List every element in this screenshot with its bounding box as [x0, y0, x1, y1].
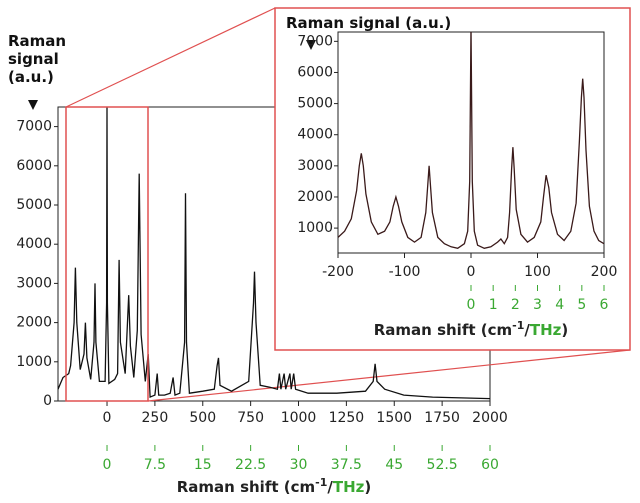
inset-box [274, 7, 631, 351]
y-tick-label: 3000 [16, 275, 52, 291]
x-tick-label: 200 [591, 264, 618, 280]
x-axis-label-part: -1 [315, 476, 327, 489]
y-tick-label: 5000 [16, 197, 52, 213]
x-tick-label: 100 [524, 264, 551, 280]
zoom-region [65, 106, 149, 402]
y-axis-label: Raman signal (a.u.) [286, 14, 452, 32]
x-tick-label: -200 [322, 264, 354, 280]
x-tick-label: 0 [103, 410, 112, 426]
x-tick-label: 750 [237, 410, 264, 426]
x-tick-label: 0 [467, 264, 476, 280]
x-axis-label-part: Raman shift (cm [374, 321, 512, 339]
x2-tick-label: 2 [511, 297, 520, 313]
x-tick-label: 250 [142, 410, 169, 426]
y-tick-label: 3000 [297, 158, 333, 174]
x-tick-label: 1000 [281, 410, 317, 426]
x-tick-label: 2000 [472, 410, 508, 426]
x-tick-label: 1250 [329, 410, 365, 426]
y-tick-label: 1000 [16, 354, 52, 370]
x2-tick-label: 4 [555, 297, 564, 313]
x-axis-label: Raman shift (cm-1/THz) [177, 476, 371, 496]
x-axis-label-part: -1 [512, 319, 524, 332]
x2-tick-label: 45 [385, 457, 403, 473]
x2-tick-label: 30 [290, 457, 308, 473]
zoom-line [65, 7, 276, 108]
x-axis-label: Raman shift (cm-1/THz) [374, 319, 568, 339]
x2-tick-label: 52.5 [427, 457, 458, 473]
y-tick-label: 7000 [297, 33, 333, 49]
spectrum-line [58, 107, 490, 400]
y-tick-label: 6000 [16, 158, 52, 174]
x2-tick-label: 7.5 [144, 457, 166, 473]
y-tick-label: 4000 [297, 127, 333, 143]
y-tick-label: 2000 [16, 315, 52, 331]
y-axis-label: Raman signal (a.u.) [8, 32, 67, 86]
x-axis-label-part: THz [530, 321, 562, 339]
x2-tick-label: 60 [481, 457, 499, 473]
x2-tick-label: 37.5 [331, 457, 362, 473]
x2-tick-label: 15 [194, 457, 212, 473]
y-tick-label: 6000 [297, 64, 333, 80]
zoom-line [147, 349, 631, 402]
x-tick-label: 500 [189, 410, 216, 426]
x-axis-label-part: THz [333, 478, 365, 496]
x2-tick-label: 5 [577, 297, 586, 313]
y-tick-label: 2000 [297, 189, 333, 205]
x2-tick-label: 0 [103, 457, 112, 473]
arrow [306, 40, 316, 50]
x2-tick-label: 22.5 [235, 457, 266, 473]
y-tick-label: 1000 [297, 220, 333, 236]
arrow [28, 100, 38, 110]
x-axis-label-part: ) [561, 321, 568, 339]
x-axis-label-part: / [524, 321, 530, 339]
x-tick-label: -100 [389, 264, 421, 280]
x-tick-label: 1500 [376, 410, 412, 426]
y-tick-label: 4000 [16, 236, 52, 252]
y-tick-label: 5000 [297, 96, 333, 112]
x2-tick-label: 0 [467, 297, 476, 313]
x2-tick-label: 6 [600, 297, 609, 313]
spectrum-line [338, 32, 604, 249]
x-axis-label-part: ) [364, 478, 371, 496]
y-tick-label: 0 [43, 393, 52, 409]
x-axis-label-part: / [327, 478, 333, 496]
x2-tick-label: 1 [489, 297, 498, 313]
x-tick-label: 1750 [424, 410, 460, 426]
x-axis-label-part: Raman shift (cm [177, 478, 315, 496]
y-tick-label: 7000 [16, 119, 52, 135]
x2-tick-label: 3 [533, 297, 542, 313]
